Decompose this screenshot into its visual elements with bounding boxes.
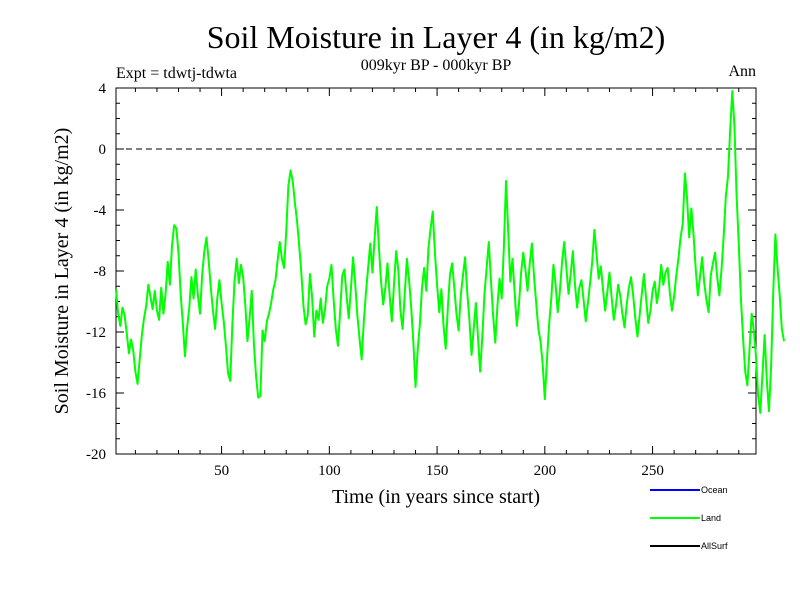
y-tick-label: -20 bbox=[86, 447, 106, 463]
y-tick-label: -16 bbox=[86, 386, 106, 402]
legend: Ocean Land AllSurf bbox=[650, 485, 728, 551]
x-tick-label: 200 bbox=[534, 463, 557, 479]
plot-area: 4 0 -4 -8 -12 -16 -20 50 100 150 200 250 bbox=[86, 81, 785, 479]
x-tick-label: 100 bbox=[318, 463, 341, 479]
legend-label-allsurf: AllSurf bbox=[701, 541, 728, 551]
y-tick-label: 4 bbox=[99, 81, 107, 97]
y-tick-label: -12 bbox=[86, 325, 106, 341]
x-tick-label: 150 bbox=[426, 463, 449, 479]
x-tick-label: 250 bbox=[641, 463, 664, 479]
legend-label-land: Land bbox=[701, 513, 721, 523]
legend-label-ocean: Ocean bbox=[701, 485, 728, 495]
y-tick-label: -4 bbox=[94, 203, 107, 219]
x-axis-label: Time (in years since start) bbox=[332, 486, 540, 508]
y-axis-label: Soil Moisture in Layer 4 (in kg/m2) bbox=[51, 128, 73, 415]
season-label: Ann bbox=[728, 63, 756, 80]
chart-title: Soil Moisture in Layer 4 (in kg/m2) bbox=[207, 19, 666, 55]
chart-subtitle: 009kyr BP - 000kyr BP bbox=[361, 57, 512, 74]
y-tick-label: 0 bbox=[99, 142, 107, 158]
experiment-label: Expt = tdwtj-tdwta bbox=[116, 65, 237, 82]
y-tick-label: -8 bbox=[94, 264, 107, 280]
x-tick-label: 50 bbox=[214, 463, 229, 479]
series-line-land bbox=[115, 90, 785, 414]
